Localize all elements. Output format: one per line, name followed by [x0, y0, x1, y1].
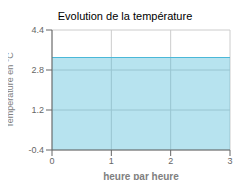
svg-text:2.8: 2.8	[31, 65, 44, 75]
svg-text:1.2: 1.2	[31, 105, 44, 115]
svg-text:heure par heure: heure par heure	[103, 171, 179, 180]
svg-text:Température en °C: Température en °C	[8, 52, 15, 128]
svg-text:4.4: 4.4	[31, 25, 44, 35]
svg-text:0: 0	[49, 156, 54, 166]
svg-text:3: 3	[227, 156, 232, 166]
svg-text:-0.4: -0.4	[28, 145, 44, 155]
html-text:Evolution de la température: Evolution de la température	[57, 10, 193, 22]
svg-text:1: 1	[109, 156, 114, 166]
svg-text:2: 2	[168, 156, 173, 166]
